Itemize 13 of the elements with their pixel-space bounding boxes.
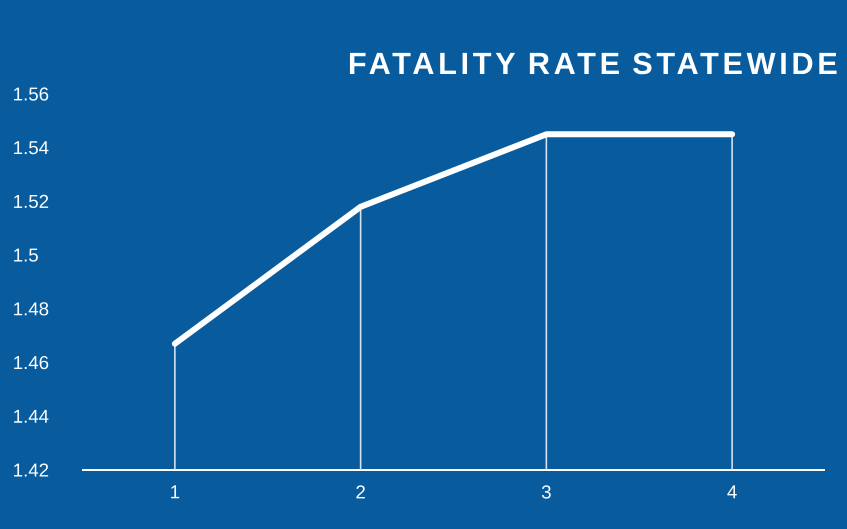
y-tick-label: 1.5	[14, 248, 38, 262]
chart-title: FATALITY RATE STATEWIDE	[350, 52, 837, 74]
y-tick-label: 1.46	[14, 356, 48, 370]
y-tick-label: 1.54	[14, 141, 48, 154]
y-tick-label: 1.48	[14, 302, 48, 316]
x-tick-label: 3	[542, 485, 551, 499]
y-tick-label: 1.52	[14, 194, 48, 208]
x-tick-label: 4	[727, 485, 737, 498]
y-tick-label: 1.42	[14, 463, 48, 477]
y-tick-label: 1.56	[14, 87, 48, 101]
y-tick-label: 1.44	[14, 410, 48, 423]
x-tick-label: 2	[356, 485, 365, 498]
x-tick-label: 1	[171, 485, 180, 498]
